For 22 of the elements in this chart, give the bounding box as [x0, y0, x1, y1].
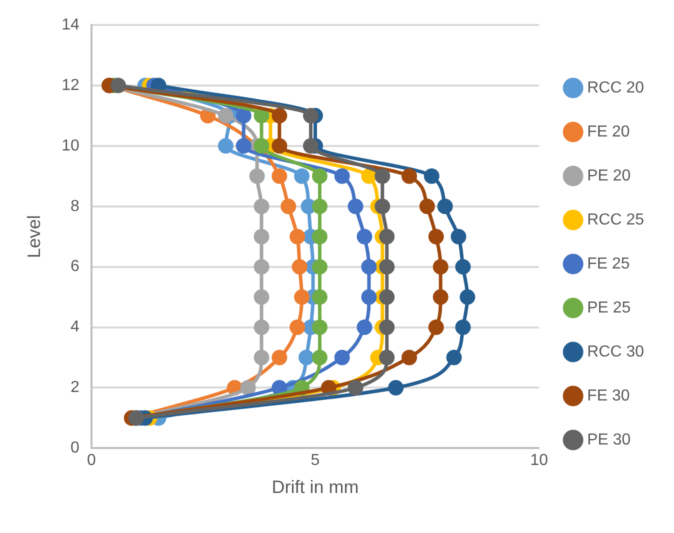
- legend-label: PE 20: [587, 167, 631, 184]
- x-tick-label: 10: [530, 452, 548, 470]
- y-tick-label: 14: [62, 16, 80, 34]
- legend-label: FE 20: [587, 123, 630, 140]
- x-tick-label: 5: [310, 452, 320, 470]
- legend-label: PE 30: [587, 431, 631, 448]
- legend-label: FE 30: [587, 387, 630, 404]
- y-tick-label: 10: [62, 137, 80, 154]
- y-tick-label: 8: [70, 198, 80, 215]
- y-tick-label: 12: [62, 76, 80, 94]
- y-tick-label: 0: [70, 440, 80, 457]
- legend-label: PE 25: [587, 299, 631, 316]
- y-tick-label: 4: [70, 318, 80, 336]
- legend-label: RCC 20: [587, 79, 644, 96]
- legend-label: FE 25: [587, 255, 630, 272]
- y-axis-title: Level: [24, 215, 44, 258]
- y-tick-label: 6: [70, 258, 80, 276]
- x-axis-title: Drift in mm: [272, 477, 359, 498]
- y-tick-label: 2: [70, 379, 80, 396]
- legend-label: RCC 25: [587, 211, 644, 228]
- legend-label: RCC 30: [587, 343, 644, 360]
- x-tick-label: 0: [86, 452, 96, 470]
